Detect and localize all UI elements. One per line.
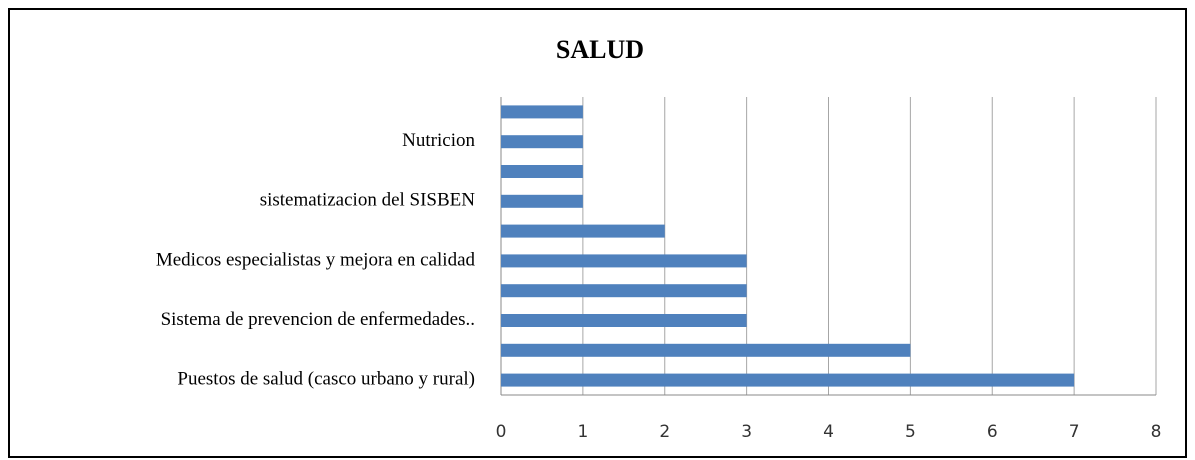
y-tick-label: Nutricion bbox=[402, 130, 475, 151]
y-tick-label: Medicos especialistas y mejora en calida… bbox=[156, 249, 476, 270]
x-tick-label: 5 bbox=[905, 422, 916, 442]
x-tick-label: 7 bbox=[1069, 422, 1080, 442]
x-tick-label: 0 bbox=[496, 422, 507, 442]
bar bbox=[501, 224, 665, 238]
x-tick-label: 4 bbox=[823, 422, 834, 442]
bar bbox=[501, 194, 583, 208]
bar bbox=[501, 135, 583, 149]
bar bbox=[501, 284, 747, 298]
bar bbox=[501, 314, 747, 327]
x-tick-label: 1 bbox=[577, 422, 588, 442]
bar bbox=[501, 254, 747, 268]
x-tick-label: 2 bbox=[659, 422, 670, 442]
bar bbox=[501, 165, 583, 178]
x-tick-label: 8 bbox=[1151, 422, 1162, 442]
chart-title: SALUD bbox=[556, 35, 644, 64]
x-tick-label: 3 bbox=[741, 422, 752, 442]
bar bbox=[501, 105, 583, 119]
x-tick-label: 6 bbox=[987, 422, 998, 442]
y-tick-label: Sistema de prevencion de enfermedades.. bbox=[161, 309, 475, 330]
y-tick-label: sistematizacion del SISBEN bbox=[260, 190, 476, 211]
bar bbox=[501, 343, 911, 357]
bar bbox=[501, 373, 1075, 387]
y-tick-label: Puestos de salud (casco urbano y rural) bbox=[177, 368, 475, 389]
